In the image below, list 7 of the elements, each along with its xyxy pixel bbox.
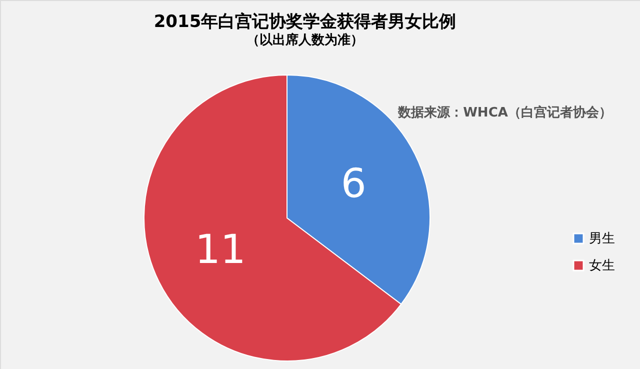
chart-subtitle: （以出席人数为准） xyxy=(246,32,364,48)
data-label: 6 xyxy=(340,160,366,207)
source-note: 数据来源：WHCA（白宫记者协会） xyxy=(397,104,612,120)
chart-title: 2015年白宫记协奖学金获得者男女比例 xyxy=(154,12,456,32)
legend-label: 男生 xyxy=(589,232,615,246)
legend-label: 女生 xyxy=(589,258,615,274)
data-label: 11 xyxy=(194,227,246,274)
